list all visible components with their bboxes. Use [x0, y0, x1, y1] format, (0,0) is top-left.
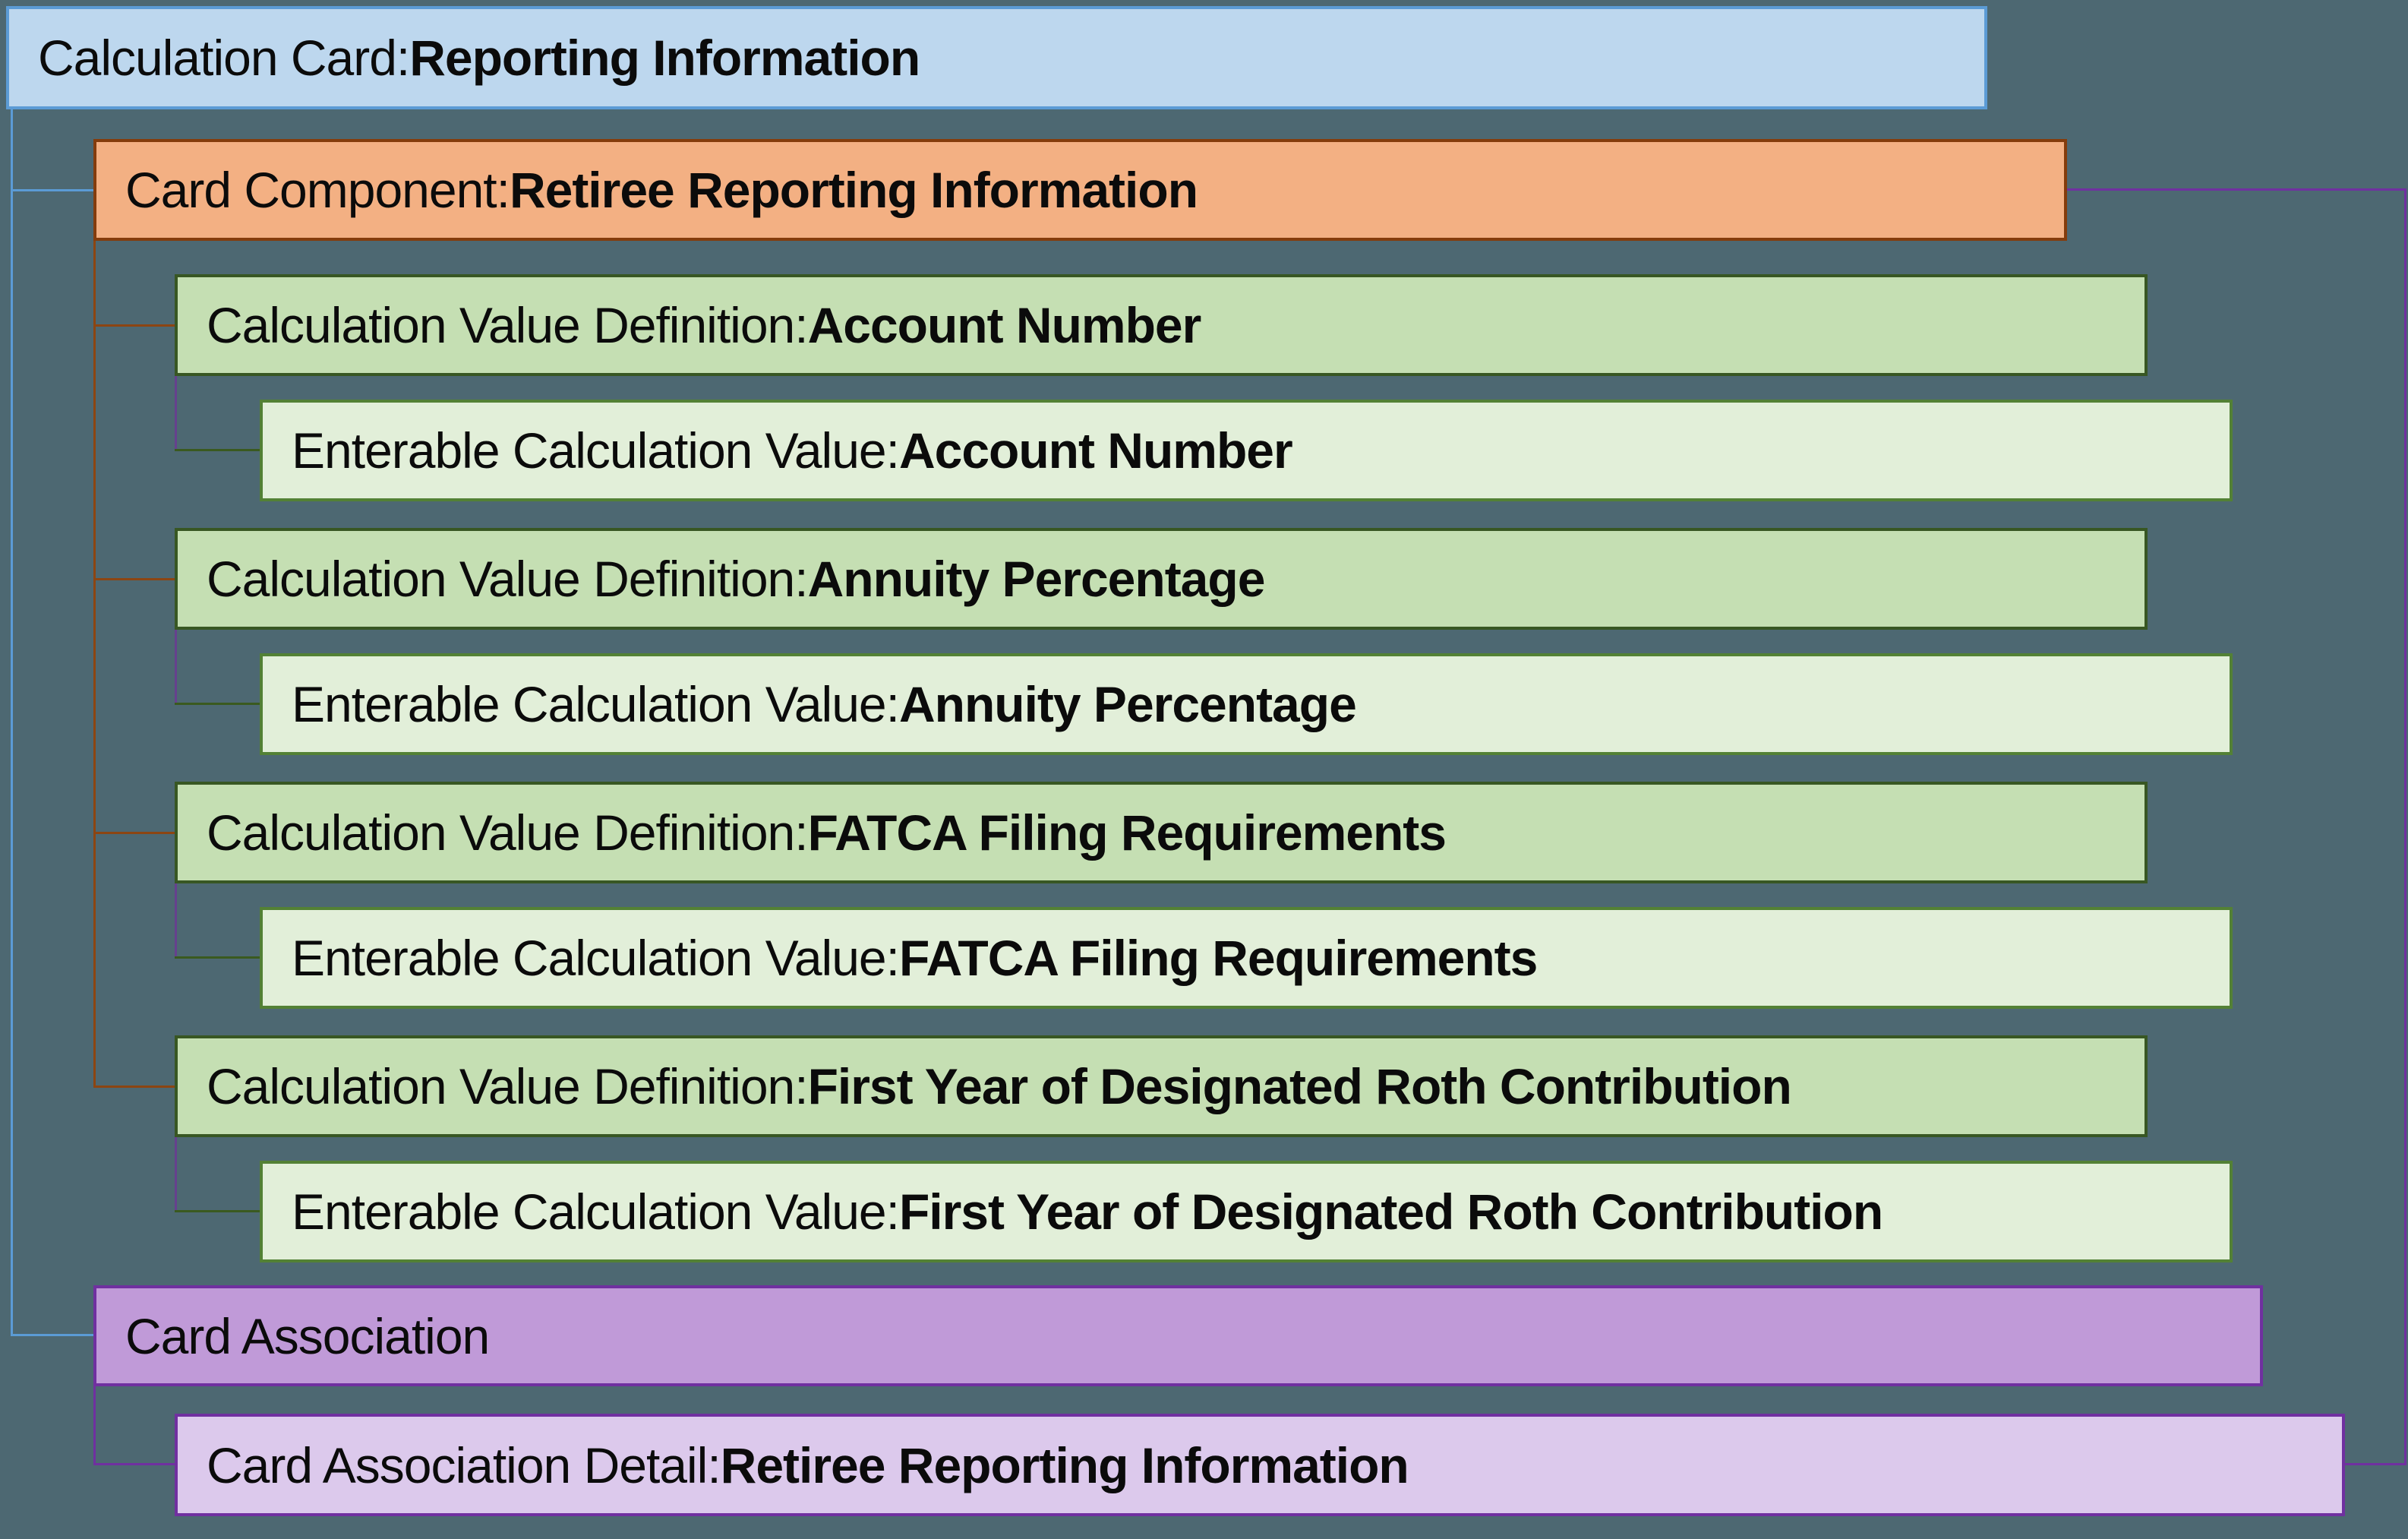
value-definition-value: First Year of Designated Roth Contributi… — [807, 1058, 1792, 1114]
card-association-detail-box: Card Association Detail: Retiree Reporti… — [175, 1414, 2345, 1516]
value-definition-label: Calculation Value Definition: — [207, 1058, 809, 1114]
connector-component-to-detail-bottom — [2345, 1463, 2406, 1465]
value-definition-label: Calculation Value Definition: — [207, 297, 809, 353]
enterable-value-box-account-number: Enterable Calculation Value: Account Num… — [260, 400, 2233, 501]
enterable-value-label: Enterable Calculation Value: — [292, 676, 900, 732]
enterable-value-value: FATCA Filing Requirements — [898, 930, 1538, 986]
card-association-box: Card Association — [93, 1285, 2263, 1386]
connector-definition-stub-2 — [175, 630, 177, 705]
enterable-value-label: Enterable Calculation Value: — [292, 422, 900, 479]
enterable-value-box-fatca: Enterable Calculation Value: FATCA Filin… — [260, 907, 2233, 1009]
connector-component-trunk-vertical — [93, 241, 96, 1087]
enterable-value-label: Enterable Calculation Value: — [292, 1183, 900, 1240]
connector-component-to-definition-1 — [93, 324, 175, 327]
enterable-value-box-annuity-percentage: Enterable Calculation Value: Annuity Per… — [260, 653, 2233, 755]
card-component-label: Card Component: — [125, 162, 510, 218]
connector-definition-to-enterable-1 — [175, 449, 260, 451]
value-definition-value: Account Number — [807, 297, 1202, 353]
card-component-value: Retiree Reporting Information — [509, 162, 1198, 218]
value-definition-box-roth-first-year: Calculation Value Definition: First Year… — [175, 1035, 2148, 1137]
card-component-box: Card Component: Retiree Reporting Inform… — [93, 139, 2067, 241]
connector-component-to-definition-2 — [93, 578, 175, 580]
connector-component-to-definition-4 — [93, 1086, 175, 1088]
connector-definition-to-enterable-2 — [175, 703, 260, 705]
value-definition-value: Annuity Percentage — [807, 551, 1266, 607]
connector-association-vertical — [93, 1386, 96, 1465]
enterable-value-box-roth-first-year: Enterable Calculation Value: First Year … — [260, 1161, 2233, 1262]
value-definition-box-account-number: Calculation Value Definition: Account Nu… — [175, 274, 2148, 376]
value-definition-value: FATCA Filing Requirements — [807, 804, 1447, 861]
card-association-detail-label: Card Association Detail: — [207, 1436, 721, 1493]
connector-card-trunk-vertical — [11, 109, 13, 1335]
connector-definition-stub-3 — [175, 883, 177, 959]
calculation-card-value: Reporting Information — [409, 30, 920, 86]
connector-component-to-definition-3 — [93, 832, 175, 834]
connector-definition-stub-4 — [175, 1137, 177, 1212]
connector-card-to-component — [11, 189, 93, 191]
connector-definition-to-enterable-3 — [175, 956, 260, 959]
connector-component-to-detail-vertical — [2404, 188, 2406, 1465]
value-definition-box-annuity-percentage: Calculation Value Definition: Annuity Pe… — [175, 528, 2148, 630]
calculation-card-box: Calculation Card: Reporting Information — [6, 6, 1987, 109]
calculation-card-label: Calculation Card: — [38, 30, 410, 86]
enterable-value-value: First Year of Designated Roth Contributi… — [898, 1183, 1883, 1240]
enterable-value-value: Account Number — [898, 422, 1293, 479]
card-association-detail-value: Retiree Reporting Information — [720, 1436, 1409, 1493]
value-definition-box-fatca: Calculation Value Definition: FATCA Fili… — [175, 782, 2148, 883]
connector-definition-to-enterable-4 — [175, 1210, 260, 1212]
enterable-value-label: Enterable Calculation Value: — [292, 930, 900, 986]
connector-card-to-association — [11, 1334, 93, 1336]
value-definition-label: Calculation Value Definition: — [207, 804, 809, 861]
connector-component-to-detail-top — [2067, 188, 2406, 191]
connector-association-to-detail — [93, 1463, 175, 1465]
connector-definition-stub-1 — [175, 376, 177, 451]
enterable-value-value: Annuity Percentage — [898, 676, 1357, 732]
value-definition-label: Calculation Value Definition: — [207, 551, 809, 607]
card-association-label: Card Association — [125, 1307, 490, 1364]
